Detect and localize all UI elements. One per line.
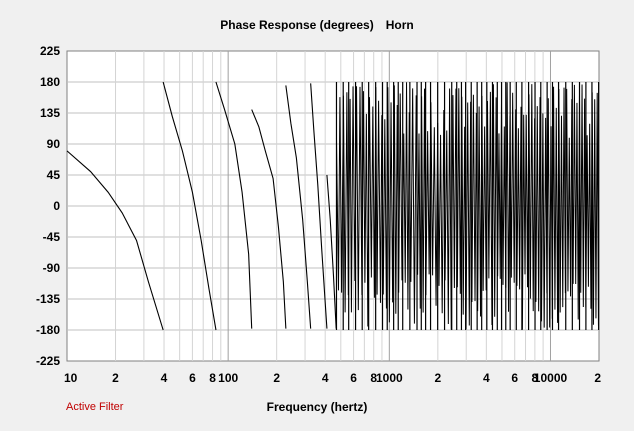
x-tick-label: 2: [434, 371, 441, 385]
x-tick-label: 2: [112, 371, 119, 385]
active-filter-status: Active Filter: [66, 401, 124, 413]
x-tick-label: 6: [189, 371, 196, 385]
x-tick-label: 10: [64, 371, 78, 385]
phase-curve-segment: [162, 81, 217, 331]
y-tick-label: 135: [40, 106, 60, 120]
phase-curve: [66, 81, 600, 331]
phase-curve-segment: [215, 81, 253, 329]
y-tick-label: -225: [36, 354, 60, 368]
x-tick-label: 4: [161, 371, 168, 385]
y-tick-label: -90: [43, 261, 61, 275]
chart-title-text: Phase Response (degrees): [220, 18, 374, 32]
y-tick-label: 225: [40, 44, 60, 58]
y-axis-ticks: 225 180 135 90 45 0 -45 -90 -135 -180 -225: [36, 44, 60, 368]
x-tick-label: 8: [532, 371, 539, 385]
y-tick-label: 90: [47, 137, 61, 151]
y-tick-label: 0: [53, 199, 60, 213]
x-tick-label: 2: [594, 371, 601, 385]
x-tick-label: 6: [350, 371, 357, 385]
x-tick-label: 8: [209, 371, 216, 385]
y-tick-label: 45: [47, 168, 61, 182]
x-tick-label: 1000: [376, 371, 403, 385]
chart-subtitle-text: Horn: [385, 18, 414, 32]
phase-curve-segment: [285, 85, 312, 329]
phase-curve-segment: [326, 174, 337, 329]
x-tick-label: 10000: [534, 371, 568, 385]
x-tick-label: 6: [511, 371, 518, 385]
y-tick-label: -135: [36, 292, 60, 306]
x-tick-label: 4: [483, 371, 490, 385]
x-tick-label: 8: [370, 371, 377, 385]
x-axis-label: Frequency (hertz): [266, 400, 368, 414]
phase-curve-segment: [310, 83, 328, 329]
y-tick-label: 180: [40, 75, 60, 89]
phase-curve-segment: [66, 150, 164, 331]
y-tick-label: -180: [36, 323, 60, 337]
x-tick-label: 2: [273, 371, 280, 385]
chart-title: Phase Response (degrees) Horn: [0, 18, 634, 32]
phase-curve-segment: [251, 109, 287, 329]
y-tick-label: -45: [43, 230, 61, 244]
x-tick-label: 4: [322, 371, 329, 385]
x-tick-label: 100: [218, 371, 238, 385]
